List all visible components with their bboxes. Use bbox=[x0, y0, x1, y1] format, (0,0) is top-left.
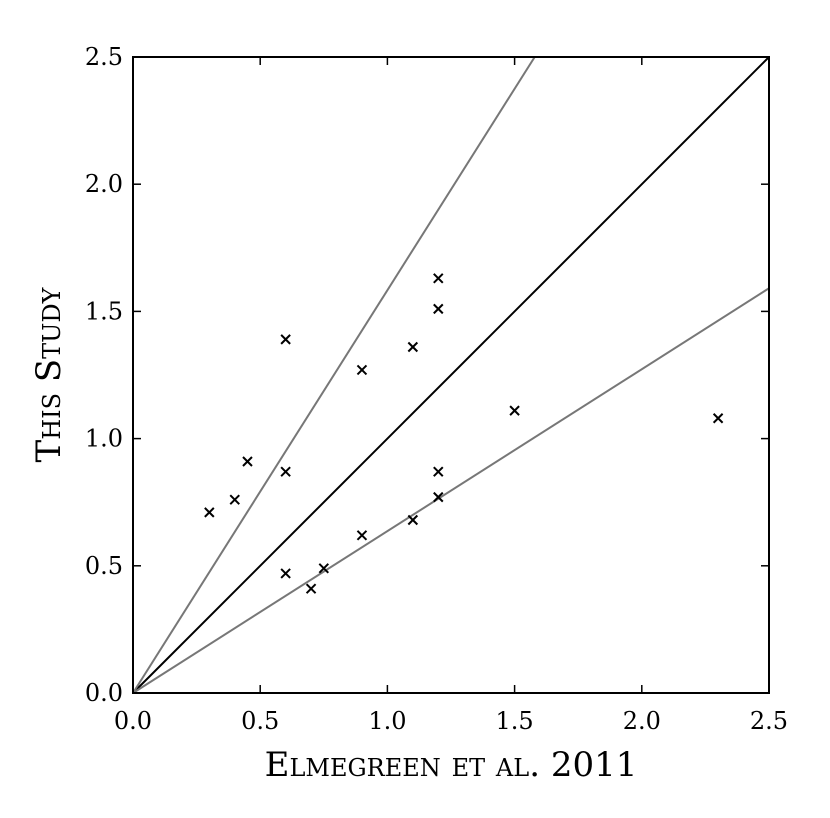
data-point bbox=[433, 303, 444, 315]
x-tick-label: 2.5 bbox=[750, 707, 788, 735]
data-point bbox=[204, 507, 215, 518]
data-point bbox=[356, 364, 368, 376]
y-tick-label: 2.0 bbox=[85, 170, 123, 198]
data-point bbox=[280, 466, 291, 477]
y-tick-label: 2.5 bbox=[85, 43, 123, 71]
x-tick-label: 1.0 bbox=[368, 707, 406, 735]
data-point bbox=[229, 494, 240, 505]
data-point bbox=[433, 491, 444, 503]
reference-line-2 bbox=[132, 287, 770, 694]
y-axis-title: This Study bbox=[29, 286, 69, 462]
plot-frame bbox=[132, 56, 770, 694]
data-point bbox=[433, 273, 444, 284]
x-axis-title: Elmegreen et al. 2011 bbox=[265, 745, 638, 785]
reference-lines bbox=[132, 56, 770, 694]
data-point bbox=[305, 583, 317, 594]
axis-ticks bbox=[132, 56, 770, 694]
data-point bbox=[433, 466, 444, 477]
x-tick-label: 0.0 bbox=[114, 707, 152, 735]
x-tick-label: 2.0 bbox=[623, 707, 661, 735]
reference-line-0 bbox=[132, 56, 770, 694]
data-point bbox=[356, 530, 368, 541]
reference-line-1 bbox=[132, 56, 536, 694]
y-tick-label: 0.5 bbox=[85, 552, 123, 580]
tick-labels: 0.0 0.5 1.0 1.5 2.0 2.5 0.0 0.5 1.0 1.5 2.0 2.5 bbox=[85, 43, 788, 735]
data-point bbox=[280, 568, 291, 579]
data-point bbox=[712, 413, 724, 424]
data-point bbox=[509, 405, 520, 416]
y-tick-label: 1.0 bbox=[85, 425, 123, 453]
data-point bbox=[318, 563, 330, 574]
x-tick-label: 1.5 bbox=[496, 707, 534, 735]
data-point bbox=[407, 341, 419, 353]
x-tick-label: 0.5 bbox=[241, 707, 279, 735]
y-tick-label: 1.5 bbox=[85, 297, 123, 325]
data-point bbox=[242, 456, 253, 467]
data-points bbox=[204, 273, 724, 594]
data-point bbox=[407, 514, 419, 526]
data-point bbox=[280, 334, 291, 345]
y-tick-label: 0.0 bbox=[85, 679, 123, 707]
